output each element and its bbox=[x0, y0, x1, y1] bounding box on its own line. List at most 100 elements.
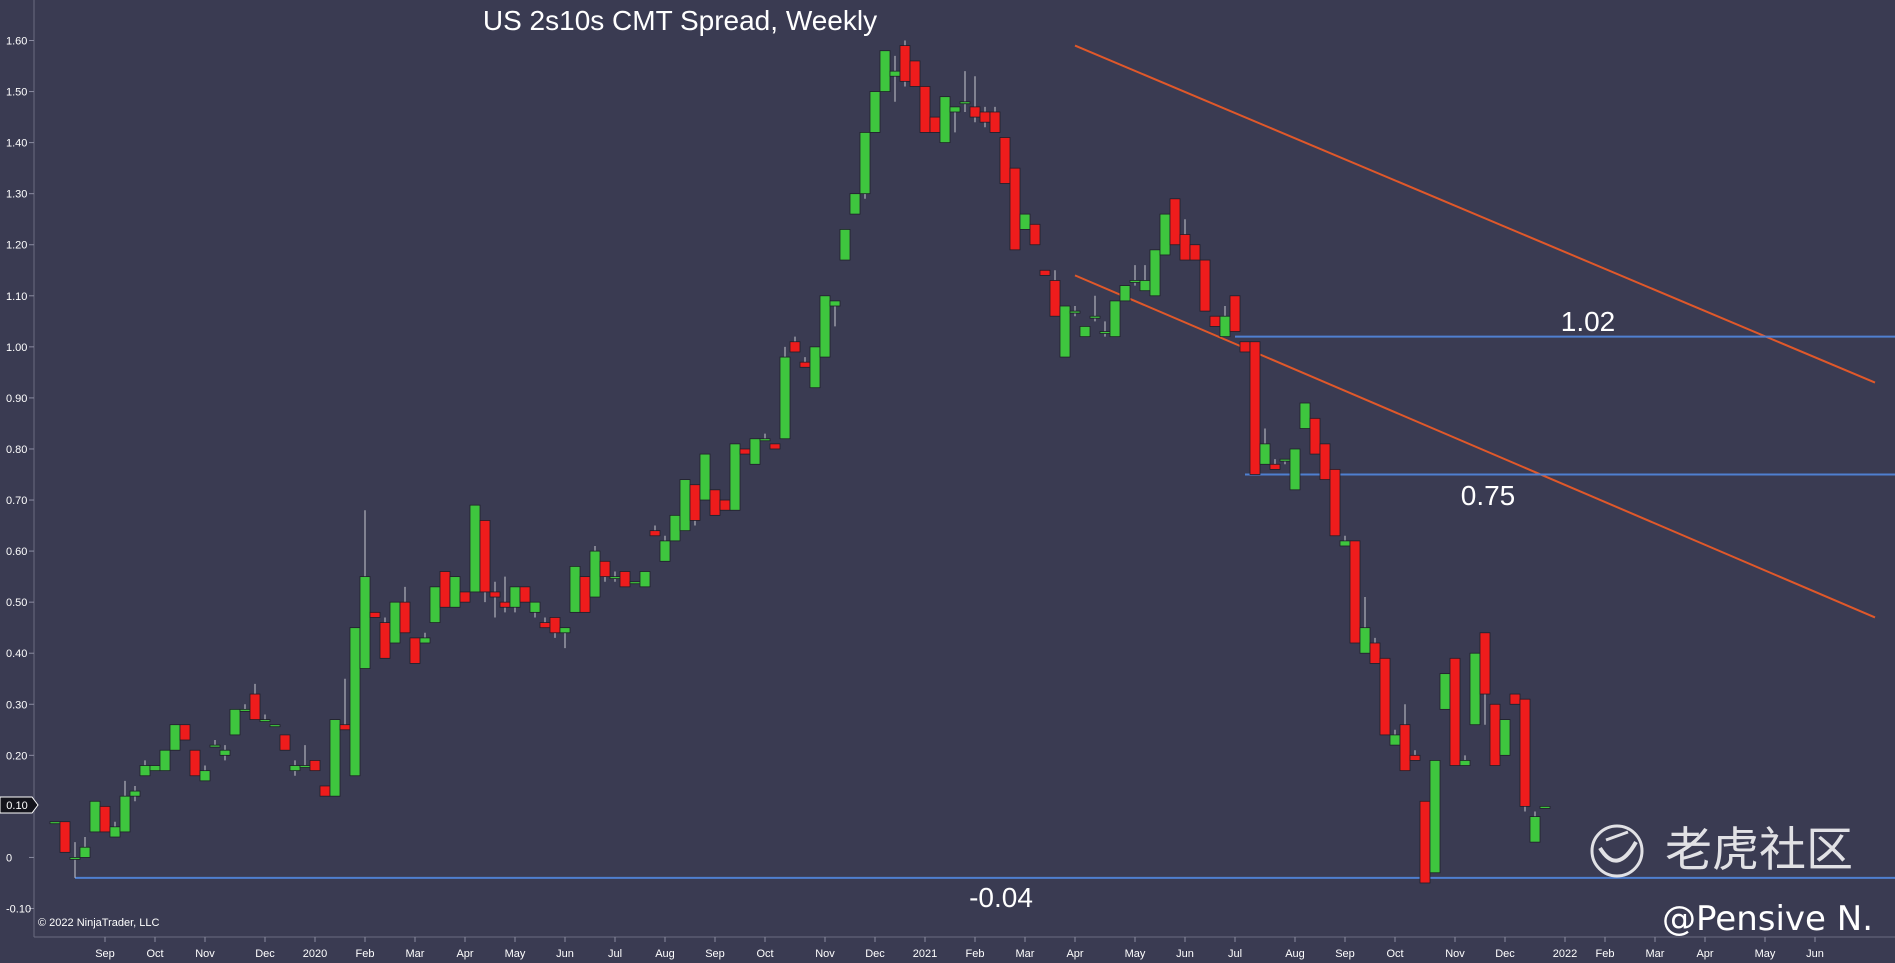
x-tick-label: Feb bbox=[966, 948, 985, 960]
candle bbox=[849, 193, 861, 215]
candle-body bbox=[959, 101, 971, 105]
candle bbox=[1169, 198, 1181, 246]
candle bbox=[389, 601, 401, 644]
y-tick-label: 0.70 bbox=[6, 495, 27, 507]
candle bbox=[1449, 657, 1461, 766]
candle-body bbox=[909, 60, 921, 87]
candle bbox=[1329, 468, 1341, 537]
candle-body bbox=[59, 821, 71, 853]
candle-body bbox=[789, 341, 801, 353]
candle-body bbox=[639, 571, 651, 588]
candle-body bbox=[689, 484, 701, 521]
candle bbox=[1009, 167, 1021, 251]
candle bbox=[419, 632, 431, 644]
candle-body bbox=[599, 560, 611, 578]
candle bbox=[119, 780, 131, 833]
candle bbox=[1369, 637, 1381, 664]
candle bbox=[1149, 249, 1161, 297]
y-tick-label: 1.10 bbox=[6, 291, 27, 303]
candle bbox=[1379, 657, 1391, 736]
tiger-logo-icon bbox=[1590, 824, 1644, 878]
candle-body bbox=[1529, 816, 1541, 843]
candle-body bbox=[109, 826, 121, 838]
candle bbox=[1239, 341, 1251, 353]
candle bbox=[859, 132, 871, 199]
candle-body bbox=[519, 586, 531, 603]
candle-body bbox=[1369, 642, 1381, 664]
candle bbox=[829, 300, 841, 327]
candle-body bbox=[1019, 213, 1031, 230]
x-tick-label: Apr bbox=[1696, 948, 1713, 960]
candle-body bbox=[1379, 657, 1391, 736]
candle bbox=[249, 683, 261, 720]
candle-body bbox=[929, 116, 941, 133]
candle-body bbox=[839, 229, 851, 261]
candle bbox=[169, 724, 181, 751]
candle-body bbox=[269, 724, 281, 728]
candle-body bbox=[819, 295, 831, 358]
candle bbox=[739, 448, 751, 455]
candle bbox=[809, 346, 821, 389]
candle bbox=[569, 566, 581, 613]
candle-body bbox=[629, 581, 641, 585]
candle-body bbox=[1289, 448, 1301, 491]
candle-body bbox=[1299, 402, 1311, 429]
candle-body bbox=[1319, 443, 1331, 481]
candle-body bbox=[159, 749, 171, 772]
channel-line bbox=[1074, 44, 1876, 384]
candle bbox=[1319, 443, 1331, 481]
candle-body bbox=[459, 591, 471, 603]
candle-body bbox=[349, 627, 361, 777]
candle-body bbox=[339, 724, 351, 731]
candle-body bbox=[1179, 234, 1191, 261]
candle-body bbox=[759, 438, 771, 442]
candle-body bbox=[479, 520, 491, 593]
candle-body bbox=[1399, 724, 1411, 772]
candle-body bbox=[1079, 326, 1091, 338]
x-tick-label: Apr bbox=[456, 948, 473, 960]
candle-body bbox=[739, 448, 751, 455]
candle bbox=[639, 571, 651, 588]
candle bbox=[579, 576, 591, 613]
channel-lines bbox=[1074, 44, 1876, 619]
candle bbox=[929, 116, 941, 133]
candle bbox=[1419, 800, 1431, 884]
candle bbox=[1459, 755, 1471, 766]
y-tick-label: 1.60 bbox=[6, 36, 27, 48]
candle-body bbox=[1479, 632, 1491, 695]
candle-body bbox=[1059, 305, 1071, 358]
watermark-handle: @Pensive N. bbox=[1662, 899, 1873, 939]
candle bbox=[219, 745, 231, 761]
candle bbox=[1499, 719, 1511, 756]
candle-body bbox=[259, 719, 271, 722]
candle-body bbox=[299, 765, 311, 768]
candle-body bbox=[949, 106, 961, 113]
candle-body bbox=[379, 622, 391, 659]
y-tick-label: 0.20 bbox=[6, 750, 27, 762]
candle-body bbox=[189, 749, 201, 777]
x-tick-label: May bbox=[1125, 948, 1146, 960]
candle-body bbox=[509, 586, 521, 608]
candle-body bbox=[249, 693, 261, 720]
candle-body bbox=[989, 111, 1001, 133]
candle bbox=[1249, 341, 1261, 475]
candle-body bbox=[1429, 760, 1441, 874]
y-tick-label: 1.00 bbox=[6, 342, 27, 354]
y-tick-label: 0.30 bbox=[6, 699, 27, 711]
candle-body bbox=[329, 719, 341, 797]
candle-body bbox=[489, 591, 501, 598]
candle-body bbox=[749, 438, 761, 465]
candle bbox=[379, 617, 391, 659]
candle bbox=[1289, 448, 1301, 491]
candle bbox=[839, 229, 851, 261]
x-tick-label: Oct bbox=[146, 948, 163, 960]
candle-body bbox=[529, 601, 541, 613]
candle bbox=[319, 785, 331, 797]
candle-body bbox=[309, 760, 321, 772]
y-axis: 1.60 1.50 1.40 1.30 1.20 1.10 1.00 0.90 0.80 0.70… bbox=[6, 0, 35, 937]
x-tick-label: Mar bbox=[1016, 948, 1035, 960]
candle-body bbox=[149, 765, 161, 772]
x-tick-label: Jun bbox=[556, 948, 574, 960]
candle-body bbox=[1249, 341, 1261, 475]
candle bbox=[209, 740, 221, 748]
